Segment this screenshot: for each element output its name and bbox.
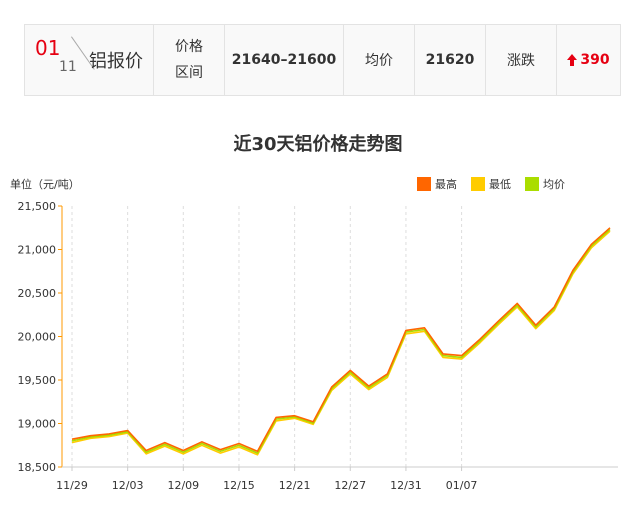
change-label: 涨跌 <box>485 25 556 95</box>
legend-item-high: 最高 <box>417 176 457 192</box>
legend-label-high: 最高 <box>435 178 457 191</box>
x-tick-label: 12/27 <box>334 479 366 492</box>
x-tick-label: 12/31 <box>390 479 422 492</box>
y-axis-unit-label: 单位（元/吨） <box>10 178 80 191</box>
change-value-cell: 390 <box>556 25 620 95</box>
legend-item-low: 最低 <box>471 176 511 192</box>
legend-label-low: 最低 <box>489 178 511 191</box>
series-line-avg <box>71 228 611 454</box>
change-value: 390 <box>580 52 610 68</box>
x-tick-label: 01/07 <box>446 479 478 492</box>
legend-swatch-high <box>417 177 431 191</box>
date-block: 01 11 铝报价 <box>25 25 153 95</box>
x-tick-label: 11/29 <box>56 479 88 492</box>
avg-price-value: 21620 <box>414 25 485 95</box>
x-tick-label: 12/09 <box>167 479 199 492</box>
price-range-value: 21640–21600 <box>224 25 343 95</box>
arrow-up-icon <box>567 54 578 66</box>
x-tick-label: 12/21 <box>279 479 311 492</box>
legend-swatch-avg <box>525 177 539 191</box>
price-summary-bar: 01 11 铝报价 价格 区间 21640–21600 均价 21620 涨跌 3… <box>24 24 621 96</box>
legend-item-avg: 均价 <box>525 176 565 192</box>
y-tick-label: 21,000 <box>18 244 57 257</box>
x-tick-label: 12/03 <box>112 479 144 492</box>
y-tick-label: 18,500 <box>18 461 57 474</box>
price-range-label: 价格 区间 <box>153 25 224 95</box>
quote-title: 铝报价 <box>89 51 143 72</box>
avg-price-label: 均价 <box>343 25 414 95</box>
y-tick-label: 21,500 <box>18 200 57 213</box>
chart-title: 近30天铝价格走势图 <box>233 134 403 155</box>
date-day: 11 <box>59 59 77 75</box>
series-line-high <box>71 227 611 453</box>
legend: 最高 最低 均价 <box>417 176 565 192</box>
price-range-label-text: 价格 区间 <box>175 39 203 81</box>
y-tick-label: 19,000 <box>18 418 57 431</box>
y-tick-label: 20,500 <box>18 287 57 300</box>
legend-swatch-low <box>471 177 485 191</box>
date-month: 01 <box>35 36 61 60</box>
y-tick-label: 20,000 <box>18 331 57 344</box>
series-line-low <box>71 230 611 456</box>
legend-label-avg: 均价 <box>543 178 565 191</box>
y-tick-label: 19,500 <box>18 374 57 387</box>
x-tick-label: 12/15 <box>223 479 255 492</box>
